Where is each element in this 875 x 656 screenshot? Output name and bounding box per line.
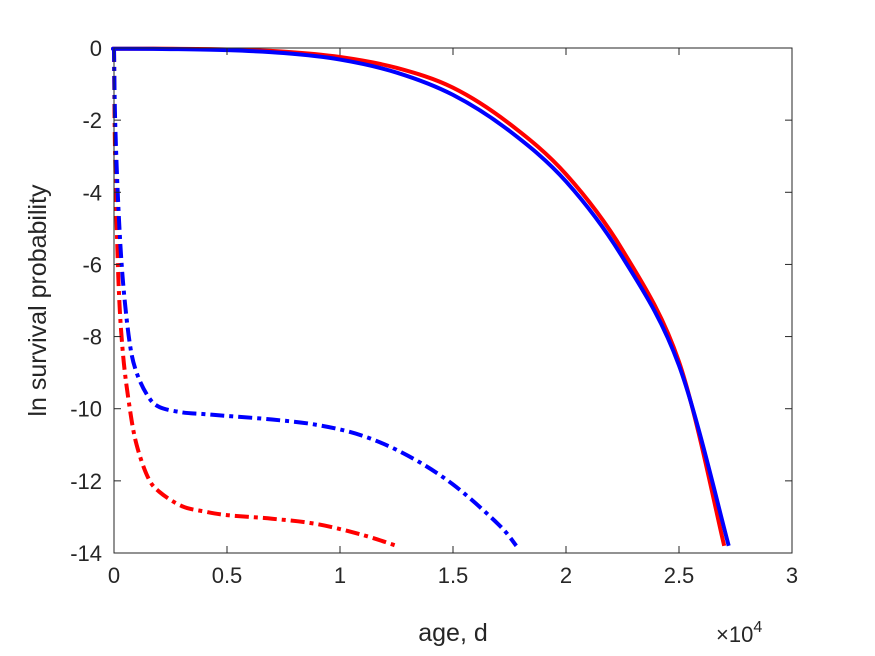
- x-tick-label: 2.5: [664, 563, 695, 588]
- x-axis-exponent-times: ×10: [716, 622, 753, 647]
- y-tick-label: -2: [82, 108, 102, 133]
- x-tick-label: 2: [560, 563, 572, 588]
- x-tick-label: 3: [786, 563, 798, 588]
- x-axis-exponent-power: 4: [753, 619, 762, 636]
- y-tick-label: -8: [82, 325, 102, 350]
- y-axis-label: ln survival probability: [24, 184, 52, 417]
- x-tick-label: 1: [334, 563, 346, 588]
- series-line-4: [112, 47, 518, 548]
- x-tick-label: 0: [108, 563, 120, 588]
- y-tick-label: -4: [82, 180, 102, 205]
- x-axis-label: age, d: [418, 619, 488, 647]
- y-tick-label: -12: [70, 469, 102, 494]
- y-tick-label: 0: [90, 36, 102, 61]
- y-tick-label: -14: [70, 541, 102, 566]
- ticks-layer: 0 0.5 1 1.5 2 2.5 3 0 -2 -4 -6 -8 -10 -12 -14: [70, 36, 798, 588]
- series-line-3: [112, 47, 398, 548]
- series-layer: [111, 46, 731, 548]
- x-axis-exponent: ×104: [716, 619, 762, 647]
- y-tick-label: -10: [70, 397, 102, 422]
- series-line-2: [111, 46, 731, 547]
- y-tick-label: -6: [82, 252, 102, 277]
- x-tick-label: 1.5: [438, 563, 469, 588]
- x-tick-label: 0.5: [212, 563, 243, 588]
